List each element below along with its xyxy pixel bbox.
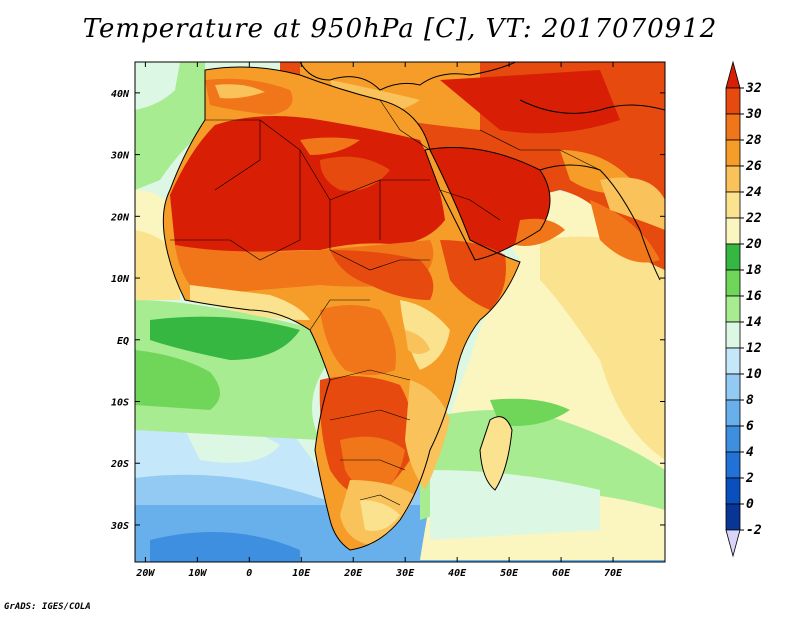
colorbar-label: 30 [745,107,762,122]
lat-tick-label: 20N [110,212,130,223]
colorbar-swatch [725,347,741,375]
colorbar-swatch [725,425,741,453]
colorbar-swatch [725,113,741,141]
colorbar-swatch [725,503,741,531]
lon-tick-label: 0 [246,568,252,579]
colorbar-label: 20 [745,237,762,252]
colorbar-label: -2 [746,523,762,538]
lat-tick-label: EQ [117,336,129,347]
colorbar-swatch [725,139,741,167]
country-borders [170,99,601,506]
colorbar-swatch [725,60,741,89]
colorbar-swatch [725,373,741,401]
colorbar-swatch [725,529,741,558]
colorbar-label: 10 [746,367,762,382]
colorbar-swatch [725,191,741,219]
colorbar-label: 32 [745,81,762,96]
colorbar-swatch [725,295,741,323]
colorbar-swatch [725,87,741,115]
colorbar-swatch [725,269,741,297]
lat-tick-label: 10S [111,398,129,409]
colorbar-swatch [725,243,741,271]
lat-tick-label: 20S [110,459,129,470]
colorbar-label: 2 [745,471,754,486]
colorbar-label: 22 [745,211,762,226]
colorbar-label: 16 [746,289,762,304]
colorbar-label: 26 [745,159,762,174]
colorbar-label: 14 [746,315,762,330]
colorbar-label: 4 [746,445,754,460]
colorbar-swatch [725,477,741,505]
credit-label: GrADS: IGES/COLA [4,602,91,612]
lon-tick-label: 40E [448,568,467,579]
lon-tick-label: 10W [188,568,207,579]
temperature-field [135,62,665,562]
lon-tick-label: 70E [604,568,623,579]
colorbar-label: 28 [745,133,762,148]
longitude-axis: 20W 10W 0 10E 20E 30E 40E 50E 60E 70E [135,62,623,579]
colorbar-label: 24 [745,185,762,200]
lon-tick-label: 20E [343,568,363,579]
lon-tick-label: 60E [552,568,571,579]
lat-tick-label: 30N [110,151,130,162]
lon-tick-label: 50E [500,568,519,579]
lat-tick-label: 40N [111,89,130,100]
colorbar-label: 8 [746,393,754,408]
lon-tick-label: 20W [135,568,155,579]
colorbar-swatch [725,321,741,349]
colorbar-label: 18 [746,263,762,278]
latitude-axis: 40N 30N 20N 10N EQ 10S 20S 30S [110,89,665,532]
lat-tick-label: 30S [110,521,129,532]
colorbar-label: 6 [746,419,754,434]
lon-tick-label: 10E [292,568,311,579]
lat-tick-label: 10N [111,274,130,285]
colorbar-swatch [725,165,741,193]
lon-tick-label: 30E [395,568,415,579]
colorbar-swatch [725,399,741,427]
colorbar-label: 12 [746,341,762,356]
colorbar-swatch [725,451,741,479]
colorbar-label: 0 [746,497,754,512]
map-frame [134,61,666,563]
map-title: Temperature at 950hPa [C], VT: 201707091… [82,14,718,44]
colorbar-swatch [725,217,741,245]
